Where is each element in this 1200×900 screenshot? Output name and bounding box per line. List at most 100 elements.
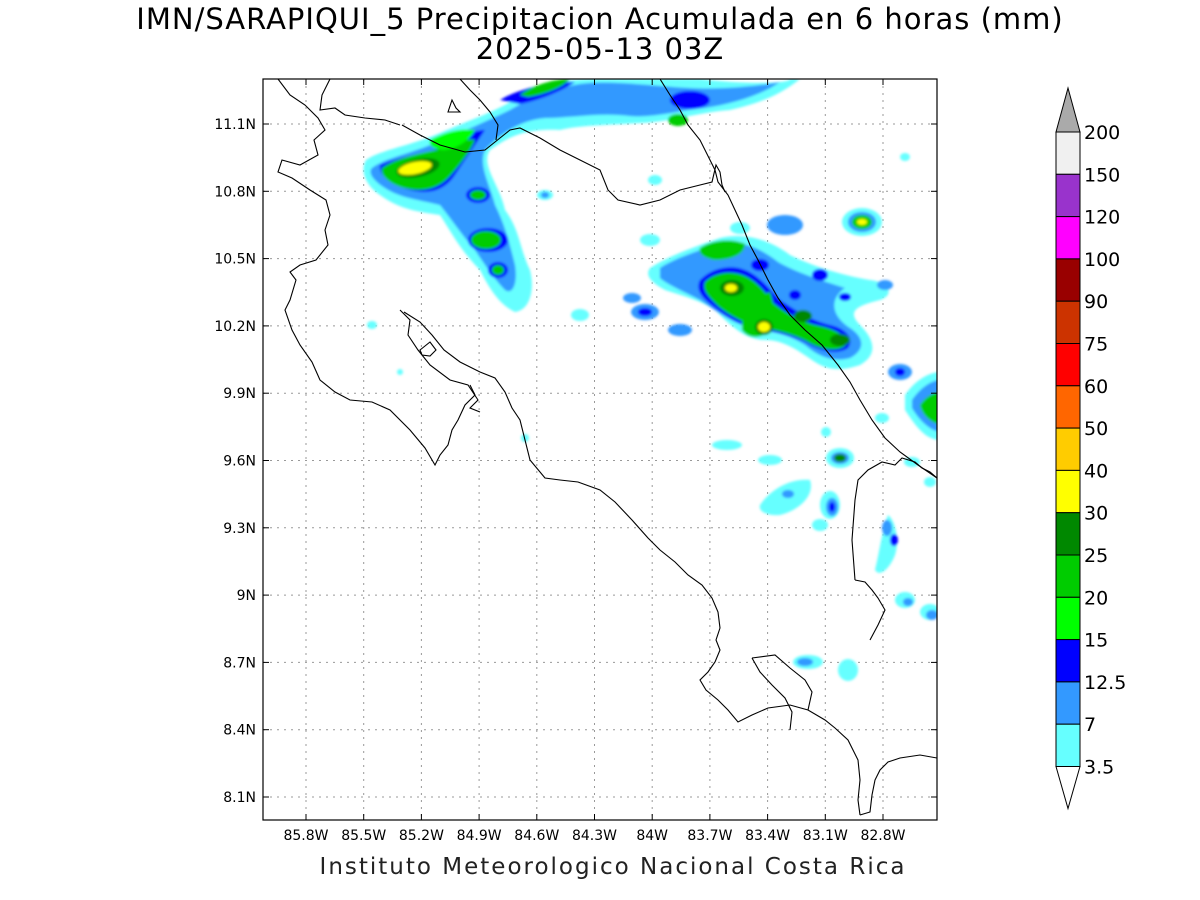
precip-area xyxy=(648,175,662,185)
lat-tick-label: 9N xyxy=(237,588,256,604)
colorbar-swatch xyxy=(1055,596,1081,641)
precip-area xyxy=(638,308,652,316)
precip-area xyxy=(904,457,920,467)
colorbar-swatch xyxy=(1055,427,1081,471)
precip-area xyxy=(900,153,910,161)
colorbar-label: 100 xyxy=(1084,249,1120,271)
colorbar-max-arrow xyxy=(1055,86,1081,133)
lon-tick-label: 84W xyxy=(636,828,668,844)
colorbar-min-arrow xyxy=(1055,766,1081,811)
colorbar-label: 12.5 xyxy=(1084,672,1126,694)
colorbar-label: 50 xyxy=(1084,418,1108,440)
precip-area xyxy=(839,293,851,301)
colorbar-swatch xyxy=(1055,385,1081,429)
precip-area xyxy=(794,310,812,322)
precip-area xyxy=(857,219,867,225)
lon-tick-label: 85.8W xyxy=(283,828,328,844)
lon-tick-label: 84.3W xyxy=(572,828,617,844)
colorbar-label: 40 xyxy=(1084,460,1108,482)
lat-tick-label: 8.1N xyxy=(223,790,256,806)
precip-area xyxy=(829,502,835,512)
colorbar-label: 90 xyxy=(1084,291,1108,313)
footer-credit: Instituto Meteorologico Nacional Costa R… xyxy=(319,854,907,880)
precip-area xyxy=(541,192,549,198)
lat-tick-label: 10.5N xyxy=(214,252,256,268)
colorbar-label: 20 xyxy=(1084,587,1108,609)
colorbar-swatch xyxy=(1055,639,1081,683)
precip-area xyxy=(470,190,486,200)
precip-area xyxy=(758,455,782,465)
colorbar-swatch xyxy=(1055,681,1081,725)
lat-tick-label: 8.4N xyxy=(223,723,256,739)
precip-area xyxy=(367,321,377,329)
lat-tick-label: 10.2N xyxy=(214,319,256,335)
colorbar-label: 3.5 xyxy=(1084,757,1114,779)
colorbar-swatch xyxy=(1055,723,1081,768)
nicoya-gulf-coast xyxy=(399,309,481,413)
lon-tick-label: 83.4W xyxy=(745,828,790,844)
colorbar-swatch xyxy=(1055,300,1081,345)
colorbar-swatch xyxy=(1055,554,1081,598)
precip-area xyxy=(730,222,750,234)
colorbar-swatch xyxy=(1055,258,1081,302)
precip-area xyxy=(812,269,828,281)
precip-area xyxy=(920,392,937,424)
colorbar-swatch xyxy=(1055,343,1081,387)
precip-area xyxy=(758,322,770,332)
panama-border xyxy=(851,457,937,581)
precip-area xyxy=(812,519,828,531)
precip-area xyxy=(926,610,937,620)
precip-area xyxy=(834,454,846,462)
precip-area xyxy=(571,309,589,321)
precip-area xyxy=(640,234,660,246)
colorbar-swatch xyxy=(1055,512,1081,556)
precip-area xyxy=(830,334,850,346)
lake-island xyxy=(447,98,462,113)
lat-tick-label: 8.7N xyxy=(223,655,256,671)
lat-tick-label: 11.1N xyxy=(214,117,256,133)
golfo-dulce-coast xyxy=(751,657,793,731)
osa-peninsula xyxy=(751,654,813,711)
precip-area xyxy=(670,91,710,109)
coastlines-and-borders xyxy=(277,79,937,816)
precip-area xyxy=(782,490,794,498)
colorbar-label: 200 xyxy=(1084,122,1120,144)
lon-tick-label: 85.2W xyxy=(399,828,444,844)
precip-area xyxy=(492,265,504,275)
nicoya-gulf-coast xyxy=(403,311,861,816)
burica-coast xyxy=(859,754,937,816)
precip-area xyxy=(471,231,501,249)
precip-area xyxy=(882,520,892,536)
lat-tick-label: 9.6N xyxy=(223,454,256,470)
colorbar: 200 150 120 100 90 75 60 50 40 30 25 20 15 12.5 7 3.5 xyxy=(1055,86,1126,811)
colorbar-swatch xyxy=(1055,131,1081,175)
bocas-coast xyxy=(854,579,886,641)
colorbar-swatch xyxy=(1055,469,1081,514)
precip-area xyxy=(712,440,742,450)
precip-area xyxy=(838,659,858,681)
nicaragua-pacific-coast xyxy=(277,79,476,467)
precip-area xyxy=(789,290,801,300)
lon-tick-label: 84.9W xyxy=(457,828,502,844)
precip-area xyxy=(895,368,905,376)
caribbean-coast xyxy=(659,79,937,479)
colorbar-label: 7 xyxy=(1084,714,1096,736)
precip-area xyxy=(821,427,831,437)
chira-island xyxy=(419,341,437,357)
lon-tick-label: 84.6W xyxy=(514,828,559,844)
lon-tick-label: 85.5W xyxy=(341,828,386,844)
colorbar-label: 15 xyxy=(1084,630,1108,652)
lon-tick-label: 83.1W xyxy=(803,828,848,844)
colorbar-label: 75 xyxy=(1084,334,1108,356)
colorbar-label: 120 xyxy=(1084,207,1120,229)
colorbar-swatch xyxy=(1055,216,1081,260)
precip-area xyxy=(924,477,936,487)
colorbar-swatch xyxy=(1055,173,1081,218)
lat-tick-label: 10.8N xyxy=(214,184,256,200)
precip-area xyxy=(699,240,745,260)
axis-ticks: 11.1N 10.8N 10.5N 10.2N 9.9N 9.6N 9.3N 9N 8.7N 8.… xyxy=(214,79,937,844)
precip-area xyxy=(767,215,803,235)
precip-area xyxy=(397,369,403,375)
precip-area xyxy=(877,280,893,290)
